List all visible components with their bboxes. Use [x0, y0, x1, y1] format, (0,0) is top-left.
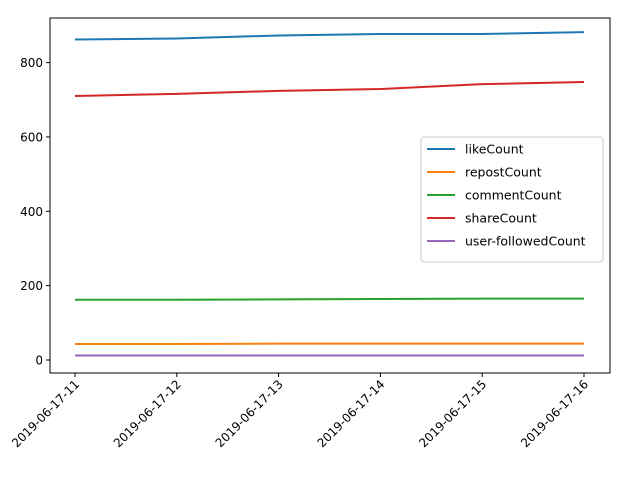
legend-label-likeCount: likeCount	[465, 142, 524, 157]
x-tick-label: 2019-06-17-12	[111, 377, 184, 450]
series-line-likeCount	[74, 31, 585, 41]
y-tick-label: 600	[20, 130, 43, 144]
y-tick-label: 200	[20, 279, 43, 293]
series-layer	[74, 31, 585, 357]
y-tick-label: 0	[35, 353, 43, 367]
legend-label-repostCount: repostCount	[465, 165, 542, 180]
y-tick-label: 800	[20, 56, 43, 70]
x-tick-label: 2019-06-17-15	[416, 377, 489, 450]
x-tick-label: 2019-06-17-16	[518, 377, 591, 450]
plot-frame	[49, 17, 611, 374]
legend-label-shareCount: shareCount	[465, 211, 537, 226]
legend-label-user-followedCount: user-followedCount	[465, 234, 586, 249]
legend-box	[420, 136, 604, 263]
x-tick-label: 2019-06-17-14	[314, 377, 387, 450]
y-tick-label: 400	[20, 205, 43, 219]
x-axis: 2019-06-17-11 2019-06-17-12 2019-06-17-13 2…	[9, 373, 591, 450]
series-line-shareCount	[74, 80, 585, 98]
y-axis: 0 200 400 600 800	[20, 56, 50, 367]
x-tick-label: 2019-06-17-11	[9, 377, 82, 450]
legend: likeCount repostCount commentCount shareCou…	[420, 136, 604, 263]
legend-label-commentCount: commentCount	[465, 188, 562, 203]
x-tick-label: 2019-06-17-13	[213, 377, 286, 450]
series-line-commentCount	[75, 297, 584, 301]
